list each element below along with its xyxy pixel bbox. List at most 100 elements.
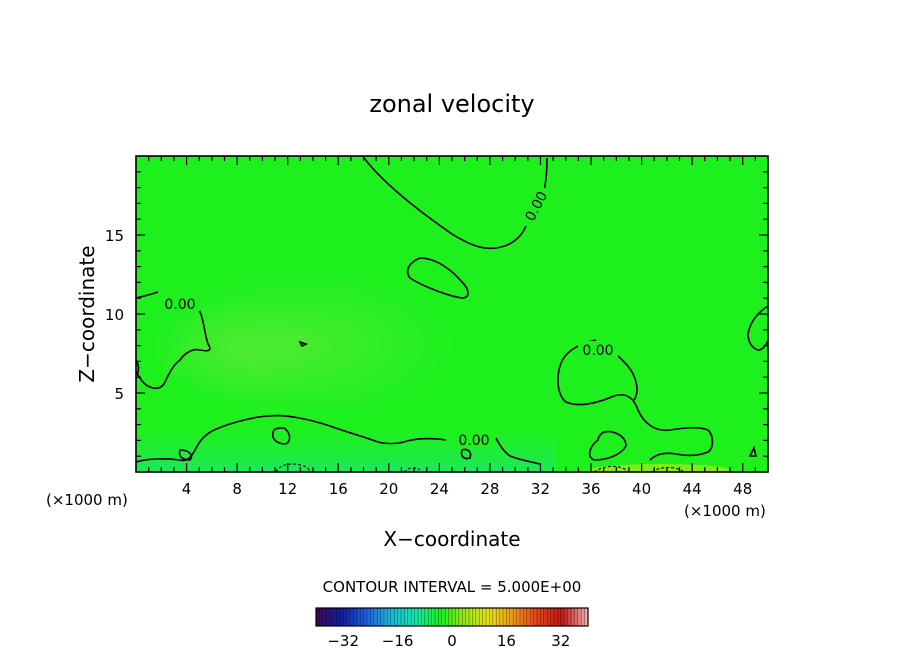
contour-line: [298, 340, 309, 348]
contour-label: 0.00: [454, 431, 494, 449]
contour-label-bg: [160, 295, 200, 311]
colorbar-cell: [448, 608, 453, 626]
colorbar-cell: [458, 608, 463, 626]
x-unit-right: (×1000 m): [684, 502, 766, 520]
contour-line: [460, 448, 472, 460]
colorbar-cell: [523, 608, 528, 626]
colorbar-cell: [401, 608, 405, 626]
colorbar-cell: [584, 608, 589, 626]
colorbar-cell: [367, 608, 371, 626]
x-axis: 4 8 12 16 20 24 28 32 36 40 44 48: [148, 156, 756, 498]
contour-line: [136, 291, 159, 299]
colorbar-cell: [574, 608, 579, 626]
field-shading-blob: [155, 300, 335, 400]
x-tick-label: 12: [278, 480, 297, 498]
colorbar: −32 −16 0 16 32: [315, 607, 589, 650]
x-tick-label: 28: [480, 480, 499, 498]
colorbar-cell: [465, 608, 470, 626]
contour-line: [406, 257, 469, 299]
colorbar-cell: [343, 608, 348, 626]
colorbar-cell: [380, 608, 385, 626]
x-tick-label: 4: [182, 480, 192, 498]
colorbar-cell: [370, 608, 375, 626]
contour-label-text: 0.00: [458, 433, 489, 449]
colorbar-cell: [469, 608, 473, 626]
colorbar-frame: [315, 607, 589, 627]
colorbar-cell: [407, 608, 412, 626]
colorbar-cell: [499, 608, 504, 626]
colorbar-cell: [516, 608, 521, 626]
colorbar-cell: [356, 608, 361, 626]
x-tick-label: 8: [232, 480, 242, 498]
colorbar-tick-label: 0: [447, 632, 457, 650]
colorbar-cell: [506, 608, 511, 626]
colorbar-cell: [411, 608, 416, 626]
contour-line: [403, 467, 421, 472]
colorbar-cell: [353, 608, 358, 626]
colorbar-tick-label: 16: [497, 632, 516, 650]
colorbar-cell: [581, 608, 586, 626]
colorbar-cell: [543, 608, 548, 626]
colorbar-cell: [530, 608, 535, 626]
colorbar-cell: [336, 608, 341, 626]
colorbar-cell: [571, 608, 575, 626]
x-unit-left: (×1000 m): [46, 491, 128, 509]
plot-area: 0.000.000.000.00: [136, 156, 768, 472]
y-axis: 5 10 15: [105, 171, 768, 457]
colorbar-cell: [503, 608, 507, 626]
contour-label-bg: [518, 184, 552, 227]
colorbar-cell: [509, 608, 514, 626]
colorbar-cell: [513, 608, 518, 626]
colorbar-cell: [496, 608, 501, 626]
colorbar-cell: [462, 608, 467, 626]
colorbar-cell: [418, 608, 422, 626]
x-tick-label: 24: [430, 480, 449, 498]
y-tick-label: 15: [105, 227, 124, 245]
colorbar-cell: [482, 608, 487, 626]
colorbar-cell: [520, 608, 524, 626]
colorbar-cell: [441, 608, 446, 626]
colorbar-cell: [360, 608, 365, 626]
colorbar-cell: [550, 608, 555, 626]
contour-line: [136, 307, 211, 390]
x-tick-label: 40: [632, 480, 651, 498]
y-axis-label: Z−coordinate: [75, 245, 99, 382]
contour-line: [275, 463, 310, 472]
colorbar-cell: [329, 608, 334, 626]
colorbar-cell: [421, 608, 426, 626]
contour-line: [611, 349, 638, 401]
contour-line: [495, 437, 541, 465]
x-tick-label: 36: [581, 480, 600, 498]
colorbar-cell: [404, 608, 409, 626]
colorbar-cell: [394, 608, 399, 626]
contour-label-bg: [454, 431, 494, 447]
colorbar-cell: [428, 608, 433, 626]
colorbar-cell: [339, 608, 344, 626]
colorbar-tick-label: 32: [551, 632, 570, 650]
chart-title: zonal velocity: [369, 90, 534, 118]
contour-line: [363, 157, 527, 250]
contour-line: [748, 445, 758, 457]
x-tick-label: 16: [329, 480, 348, 498]
colorbar-cell: [438, 608, 443, 626]
colorbar-cell: [350, 608, 354, 626]
colorbar-cell: [577, 608, 582, 626]
colorbar-cell: [537, 608, 541, 626]
x-tick-label: 20: [379, 480, 398, 498]
contour-line: [557, 339, 714, 461]
colorbar-cell: [475, 608, 480, 626]
colorbar-cell: [564, 608, 569, 626]
contour-line: [136, 414, 447, 463]
colorbar-cell: [397, 608, 402, 626]
field-shading-bottom-warm: [590, 464, 730, 472]
colorbar-tick-label: −16: [382, 632, 414, 650]
colorbar-cell: [326, 608, 331, 626]
colorbar-cell: [424, 608, 429, 626]
colorbar-cell: [384, 608, 388, 626]
x-tick-label: 48: [733, 480, 752, 498]
colorbar-cell: [472, 608, 477, 626]
contour-label-text: 0.00: [582, 343, 613, 359]
colorbar-cell: [319, 608, 324, 626]
x-tick-label: 32: [531, 480, 550, 498]
